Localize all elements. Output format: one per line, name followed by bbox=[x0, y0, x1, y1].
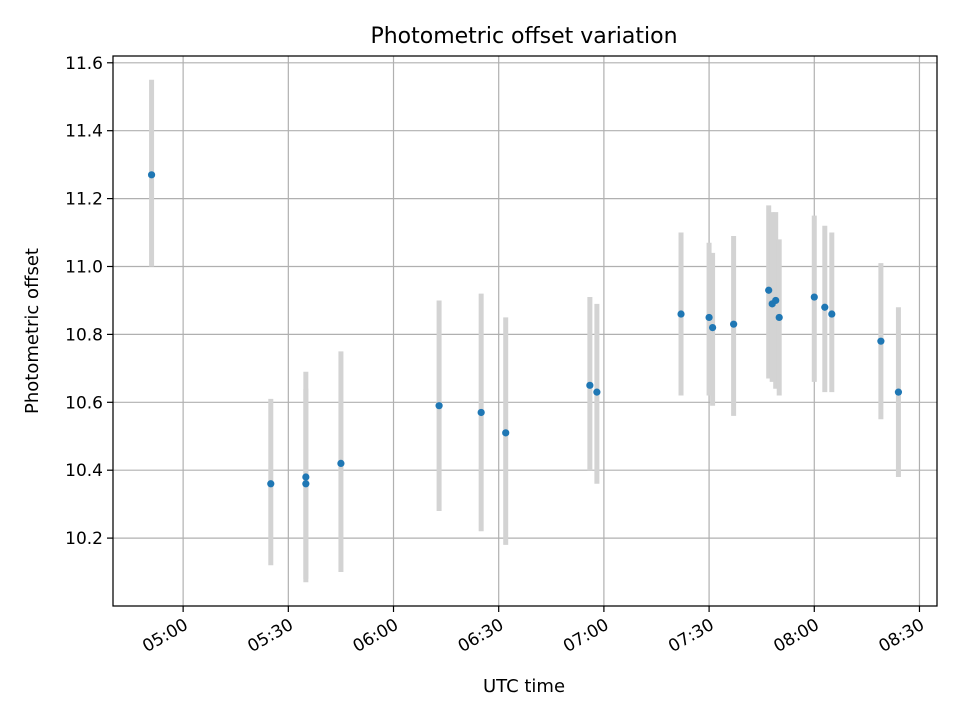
y-tick-label: 10.6 bbox=[65, 393, 103, 413]
data-point bbox=[435, 402, 443, 410]
data-point bbox=[705, 313, 713, 322]
data-point bbox=[828, 310, 836, 318]
data-point bbox=[302, 480, 310, 488]
y-tick-label: 11.6 bbox=[65, 54, 103, 74]
plot-frame bbox=[112, 55, 938, 607]
data-point bbox=[593, 388, 601, 396]
y-tick-label: 11.2 bbox=[65, 190, 103, 210]
grid bbox=[113, 56, 937, 606]
x-axis-label: UTC time bbox=[483, 676, 565, 697]
y-axis-label: Photometric offset bbox=[22, 248, 43, 414]
y-tick-label: 10.8 bbox=[65, 325, 103, 345]
data-point bbox=[821, 303, 829, 311]
data-point bbox=[730, 320, 738, 328]
chart-title: Photometric offset variation bbox=[370, 24, 677, 49]
data-point bbox=[708, 324, 717, 332]
data-point bbox=[894, 388, 903, 396]
data-point bbox=[810, 293, 818, 301]
y-tick-label: 11.4 bbox=[65, 122, 103, 142]
data-point bbox=[147, 171, 156, 179]
y-axis-ticks: 10.2 10.4 10.6 10.8 11.0 11.2 11.4 11.6 bbox=[65, 54, 113, 549]
data-point bbox=[877, 337, 885, 345]
y-tick-label: 10.2 bbox=[65, 529, 103, 549]
y-tick-label: 11.0 bbox=[65, 257, 103, 277]
data-point bbox=[502, 429, 510, 437]
data-point bbox=[267, 480, 275, 488]
data-point bbox=[337, 459, 345, 468]
data-point bbox=[765, 286, 773, 294]
data-points bbox=[147, 171, 903, 488]
data-point bbox=[677, 310, 685, 318]
data-point bbox=[772, 296, 780, 305]
data-point bbox=[586, 381, 594, 389]
data-point bbox=[477, 408, 485, 417]
data-point bbox=[775, 313, 783, 322]
data-point bbox=[302, 473, 310, 481]
y-tick-label: 10.4 bbox=[65, 461, 103, 481]
